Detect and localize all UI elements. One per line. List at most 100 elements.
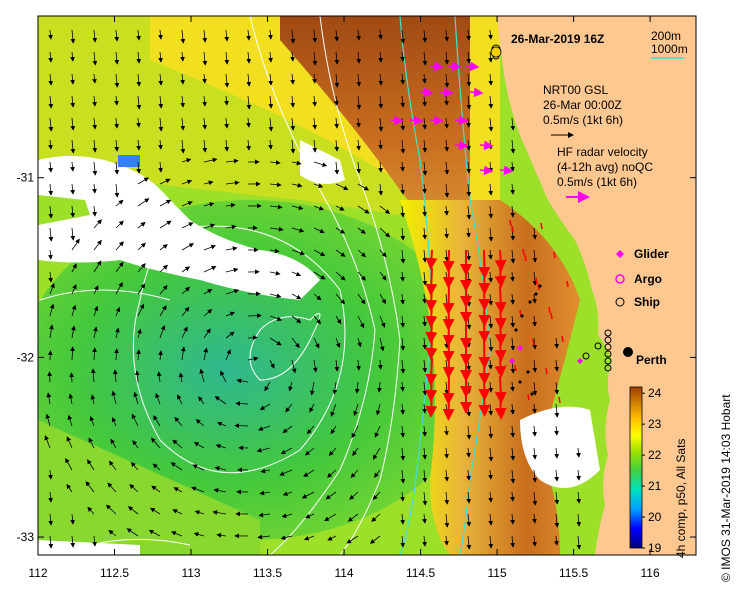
ambient-vector — [202, 29, 208, 43]
strong-vector-stub — [524, 254, 527, 262]
ambient-vector — [379, 205, 391, 214]
ambient-vector — [282, 491, 293, 496]
ambient-vector — [115, 281, 123, 295]
ambient-vector — [357, 227, 366, 234]
ambient-vector — [303, 535, 315, 541]
ambient-vector — [159, 284, 168, 295]
ambient-vector — [357, 249, 367, 258]
ship-legend-symbol — [615, 297, 625, 307]
ambient-vector — [48, 249, 53, 260]
ambient-vector — [92, 205, 97, 217]
ambient-vector — [93, 260, 102, 273]
ambient-vector — [269, 204, 283, 210]
ambient-vector — [236, 378, 249, 384]
ambient-vector — [93, 305, 99, 317]
strong-vector — [478, 393, 491, 417]
ambient-vector — [71, 325, 76, 339]
ambient-vector — [65, 457, 73, 471]
ambient-vector — [159, 178, 171, 185]
ambient-vector — [264, 381, 271, 392]
contour-legend-200m: 200m — [651, 29, 681, 43]
ambient-vector — [70, 139, 76, 154]
ambient-vector — [313, 205, 325, 211]
ambient-vector — [313, 337, 320, 349]
ambient-vector — [576, 469, 581, 481]
glider-legend-label: Glider — [634, 247, 669, 261]
ambient-vector — [70, 227, 76, 241]
ambient-vector — [158, 29, 163, 40]
strong-vector-stub — [509, 219, 512, 227]
ambient-vector — [288, 381, 293, 392]
ambient-vector — [268, 51, 273, 63]
ambient-vector — [215, 443, 227, 449]
ambient-vector — [158, 161, 163, 173]
gsl-legend-scale: 0.5m/s (1kt 6h) — [543, 113, 623, 127]
ambient-vector — [212, 510, 227, 515]
ambient-vector — [554, 469, 560, 482]
ambient-vector — [354, 381, 360, 394]
ambient-vector — [173, 487, 183, 493]
gsl-legend-time: 26-Mar 00:00Z — [543, 98, 622, 112]
ambient-vector — [71, 304, 77, 317]
ambient-vector — [356, 95, 362, 110]
ambient-vector — [356, 117, 361, 128]
x-tick-label: 113 — [181, 566, 200, 580]
ambient-vector — [114, 139, 120, 152]
ambient-vector — [70, 95, 76, 108]
hf-radar-vector — [469, 87, 484, 98]
ambient-vector — [378, 95, 384, 109]
ambient-vector — [193, 442, 205, 449]
x-tick-label: 112 — [28, 566, 47, 580]
ambient-vector — [203, 244, 216, 251]
ambient-vector — [371, 513, 381, 522]
ambient-vector — [422, 161, 428, 176]
ambient-vector — [334, 51, 340, 65]
ambient-vector — [180, 95, 186, 108]
ambient-vector — [422, 73, 427, 84]
ambient-vector — [488, 293, 494, 306]
ambient-vector — [48, 139, 53, 150]
ambient-vector — [372, 447, 381, 460]
ambient-vector — [85, 481, 95, 493]
ambient-vector — [422, 51, 428, 66]
ambient-vector — [378, 73, 384, 86]
ambient-vector — [172, 439, 183, 449]
ambient-vector — [444, 51, 450, 65]
strong-vector-stub — [514, 364, 517, 372]
ambient-vector — [194, 510, 205, 515]
ambient-vector — [400, 271, 405, 282]
ambient-vector — [349, 491, 359, 500]
ambient-vector — [247, 335, 258, 341]
strong-vector — [425, 249, 438, 270]
ambient-vector — [510, 491, 515, 502]
hf-legend-scale: 0.5m/s (1kt 6h) — [557, 175, 637, 189]
ambient-vector — [269, 359, 275, 369]
strong-vector — [442, 393, 455, 421]
ambient-vector — [334, 29, 340, 42]
ambient-vector — [466, 513, 472, 527]
ambient-vector — [246, 51, 252, 64]
ambient-vector — [220, 370, 227, 383]
ambient-vector — [181, 326, 188, 339]
ambient-vector — [554, 403, 560, 418]
ambient-vector — [224, 73, 230, 88]
ambient-vector — [378, 51, 383, 63]
colorbar: 24 23 22 21 20 19 4h comp, p50, All Sats — [629, 386, 688, 558]
ambient-vector — [202, 95, 207, 107]
ambient-vector — [351, 425, 359, 439]
ambient-vector — [129, 484, 139, 493]
ambient-vector — [510, 381, 515, 392]
glider-markers — [509, 345, 583, 364]
ambient-vector — [203, 328, 211, 339]
ambient-vector — [356, 51, 362, 64]
ship-legend-label: Ship — [634, 295, 660, 309]
ambient-vector — [199, 368, 205, 383]
ambient-vector — [280, 535, 293, 541]
strong-vector — [494, 267, 507, 288]
ambient-vector — [70, 161, 75, 172]
colorbar-tick-label: 22 — [648, 448, 662, 462]
credit-label: © IMOS 31-Mar-2019 14:03 Hobart — [719, 394, 733, 582]
ambient-vector — [225, 224, 237, 230]
hf-radar-vector — [499, 165, 514, 176]
ambient-vector — [488, 469, 493, 480]
